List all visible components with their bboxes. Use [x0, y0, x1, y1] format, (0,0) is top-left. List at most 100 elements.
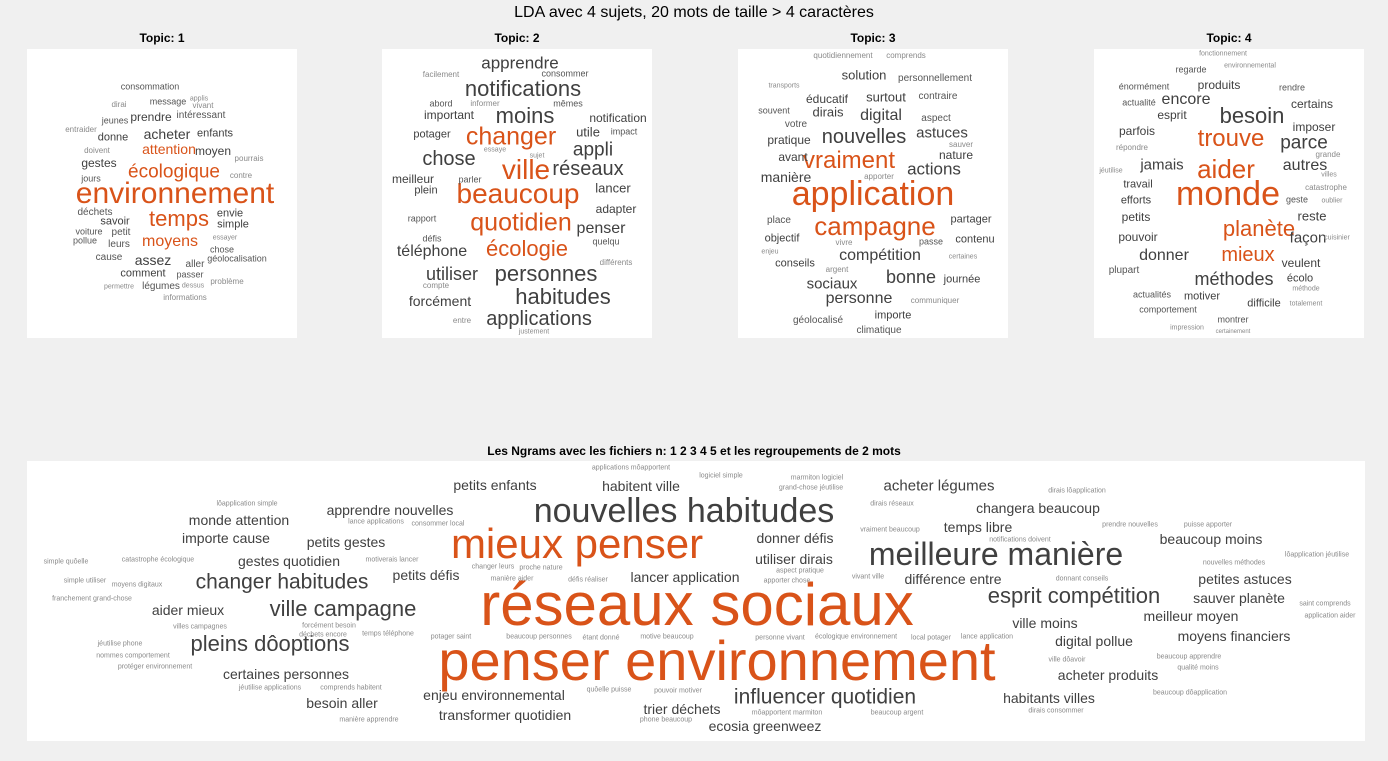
- word-ville-doavoir: ville dôavoir: [1048, 656, 1086, 664]
- word-avant: avant: [778, 150, 808, 164]
- word-campagne: campagne: [814, 211, 936, 241]
- word-motiver: motiver: [1183, 290, 1221, 303]
- word-enjeu: enjeu: [761, 248, 779, 256]
- word-jeutilise: jéutilise: [1099, 167, 1123, 175]
- word-nouvelles: nouvelles: [821, 126, 907, 148]
- word-actualites: actualités: [1132, 289, 1172, 300]
- word-grande: grande: [1315, 150, 1341, 159]
- word-savoir: savoir: [100, 215, 130, 228]
- word-simple-utiliser: simple utiliser: [63, 577, 107, 585]
- word-notifications: notifications: [464, 76, 582, 101]
- word-impact: impact: [610, 126, 638, 137]
- word-catastrophe-ecologique: catastrophe écologique: [121, 556, 195, 564]
- word-imposer: imposer: [1292, 120, 1336, 134]
- word-jamais: jamais: [1140, 156, 1184, 174]
- word-geolocalisation: géolocalisation: [207, 253, 267, 264]
- topic-2-wordcloud: beaucoup ville quotidien changer écologie not…: [382, 49, 652, 338]
- word-bonne: bonne: [885, 267, 937, 287]
- word-pratique: pratique: [767, 133, 811, 147]
- word-pouvoir: pouvoir: [1118, 230, 1158, 244]
- word-lance-applications: lance applications: [348, 518, 404, 526]
- word-argent: argent: [825, 265, 849, 274]
- word-reseaux: réseaux: [552, 158, 624, 180]
- word-rapport: rapport: [407, 213, 437, 224]
- word-besoin-aller: besoin aller: [306, 695, 378, 711]
- word-totalement: totalement: [1289, 300, 1323, 308]
- word-message: message: [149, 96, 187, 107]
- topic-3-title: Topic: 3: [850, 31, 896, 45]
- word-attention: attention: [142, 141, 196, 157]
- word-forcement: forcément: [408, 293, 472, 309]
- word-motiverais-lancer: motiverais lancer: [365, 556, 419, 564]
- word-loapplication-simple: lôapplication simple: [216, 500, 278, 508]
- word-consommer: consommer: [541, 68, 589, 79]
- word-transformer-quotidien: transformer quotidien: [438, 707, 572, 723]
- word-petits: petits: [1121, 210, 1151, 224]
- word-acheter-produits: acheter produits: [1057, 667, 1159, 683]
- word-changer: changer: [465, 122, 557, 151]
- word-leurs: leurs: [108, 239, 130, 250]
- word-jeunes: jeunes: [101, 115, 129, 126]
- word-beaucoup-doapplication: beaucoup dôapplication: [1153, 689, 1227, 697]
- word-cuisinier: cuisinier: [1324, 234, 1350, 242]
- ngram-title: Les Ngrams avec les fichiers n: 1 2 3 4 …: [487, 444, 901, 458]
- word-sociaux: sociaux: [806, 275, 858, 293]
- word-ecosia-greenweez: ecosia greenweez: [708, 718, 822, 734]
- word-local-potager: local potager: [910, 634, 952, 642]
- word-appli: appli: [572, 139, 614, 161]
- word-defis: défis: [422, 233, 442, 244]
- word-utile: utile: [576, 124, 600, 140]
- word-certainement: certainement: [1215, 329, 1251, 335]
- word-geolocalise: géolocalisé: [792, 315, 844, 326]
- word-chose: chose: [422, 148, 476, 170]
- word-ecologie: écologie: [486, 236, 568, 261]
- word-quelqu: quelqu: [592, 236, 620, 247]
- word-transports: transports: [768, 82, 800, 90]
- word-ecolo: écolo: [1286, 272, 1314, 285]
- word-parce: parce: [1280, 132, 1328, 154]
- word-marmiton-logiciel: marmiton logiciel: [790, 474, 844, 482]
- word-petits-enfants: petits enfants: [453, 477, 537, 493]
- word-dessus: dessus: [181, 282, 205, 290]
- word-habitudes: habitudes: [515, 284, 611, 309]
- word-ecologique: écologique: [128, 161, 220, 183]
- word-petits-gestes: petits gestes: [306, 534, 386, 550]
- word-methode: méthode: [1292, 285, 1320, 293]
- word-ville-moins: ville moins: [1012, 615, 1078, 631]
- word-reste: reste: [1297, 208, 1327, 224]
- word-dirais-reseaux: dirais réseaux: [870, 500, 914, 508]
- word-esprit: esprit: [1157, 108, 1187, 122]
- word-lancer-application: lancer application: [630, 569, 740, 585]
- word-changer-leurs: changer leurs: [471, 563, 515, 571]
- word-monde-attention: monde attention: [188, 512, 290, 528]
- word-impression: impression: [1170, 324, 1204, 332]
- word-puisse-apporter: puisse apporter: [1183, 521, 1233, 529]
- word-motive-beaucoup: motive beaucoup: [640, 633, 694, 641]
- word-grand-chose-jeutilise: grand-chose jéutilise: [778, 484, 844, 492]
- word-simple: simple: [217, 218, 249, 231]
- word-travail: travail: [1123, 178, 1153, 191]
- word-moyens-digitaux: moyens digitaux: [111, 581, 163, 589]
- word-adapter: adapter: [595, 202, 637, 216]
- word-contraire: contraire: [918, 91, 958, 102]
- word-abord: abord: [429, 98, 453, 109]
- word-aider: aider: [1197, 154, 1255, 184]
- word-nouvelles-habitudes: nouvelles habitudes: [533, 492, 835, 530]
- word-surtout: surtout: [866, 89, 906, 105]
- word-moyens-financiers: moyens financiers: [1177, 628, 1291, 644]
- word-penser: penser: [576, 220, 626, 237]
- word-enjeu-environnemental: enjeu environnemental: [423, 687, 565, 703]
- word-digital-pollue: digital pollue: [1055, 633, 1133, 649]
- word-applications: applications: [486, 308, 592, 330]
- word-actions: actions: [907, 159, 961, 179]
- word-vivre: vivre: [835, 238, 853, 247]
- word-competition: compétition: [839, 247, 921, 264]
- word-vivant: vivant: [192, 101, 214, 110]
- word-solution: solution: [841, 67, 887, 83]
- word-proche-nature: proche nature: [519, 564, 563, 572]
- word-meilleure-maniere: meilleure manière: [868, 536, 1124, 572]
- word-trier-dechets: trier déchets: [643, 701, 721, 717]
- word-quotidien: quotidien: [470, 208, 572, 237]
- word-apprendre: apprendre: [481, 53, 559, 73]
- word-importe: importe: [874, 309, 912, 322]
